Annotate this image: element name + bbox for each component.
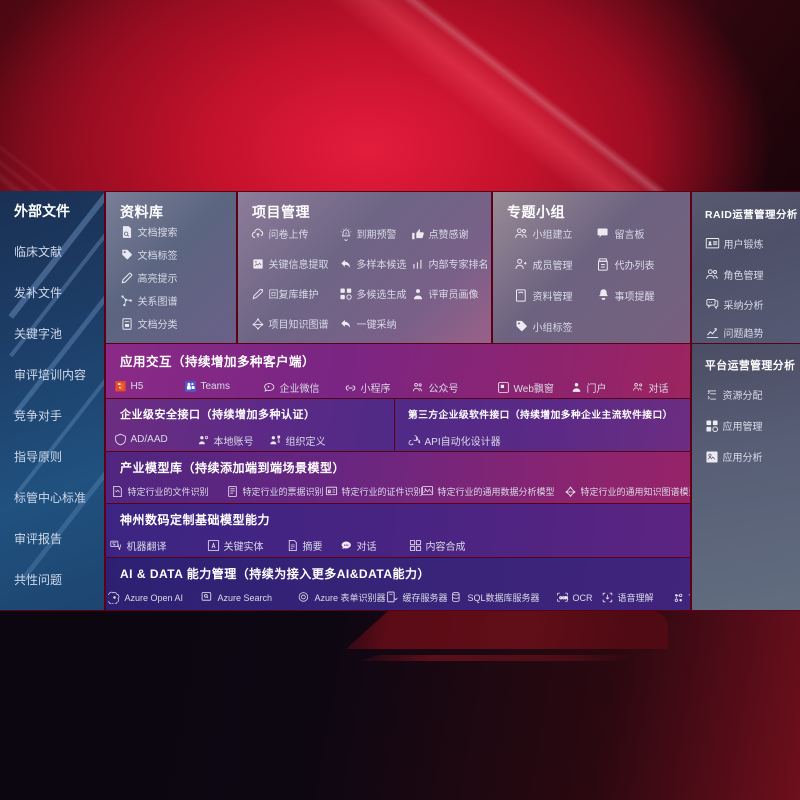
svg-text:SSS: SSS [598,231,605,235]
svg-text:OCR: OCR [559,596,568,600]
